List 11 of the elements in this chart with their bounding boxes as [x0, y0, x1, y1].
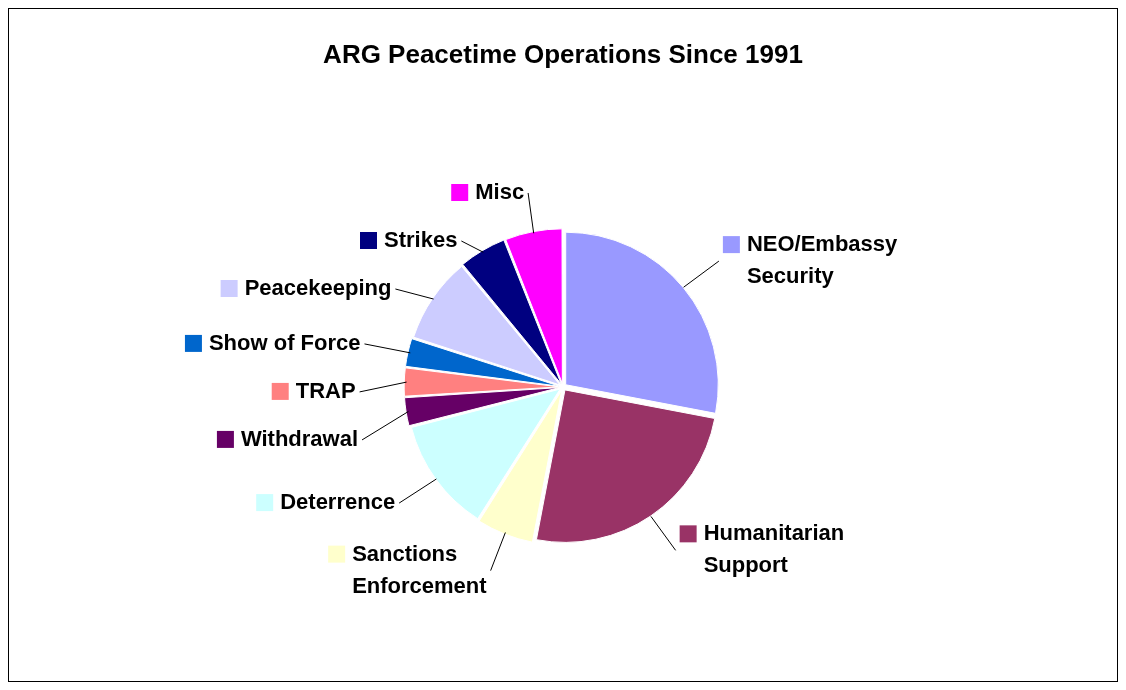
legend-label: Sanctions Enforcement — [352, 540, 488, 598]
legend-label: Strikes — [383, 227, 458, 253]
legend-label: Withdrawal — [240, 425, 359, 451]
legend-label: Deterrence — [280, 489, 396, 515]
legend-label: Show of Force — [208, 329, 361, 355]
legend-label: Peacekeeping — [244, 275, 392, 301]
legend-label: NEO/Embassy Security — [746, 231, 899, 289]
legend-label: TRAP — [295, 377, 356, 403]
chart-title: ARG Peacetime Operations Since 1991 — [322, 39, 804, 70]
legend-label: Misc — [475, 179, 525, 205]
legend-label: Humanitarian Support — [703, 520, 845, 578]
